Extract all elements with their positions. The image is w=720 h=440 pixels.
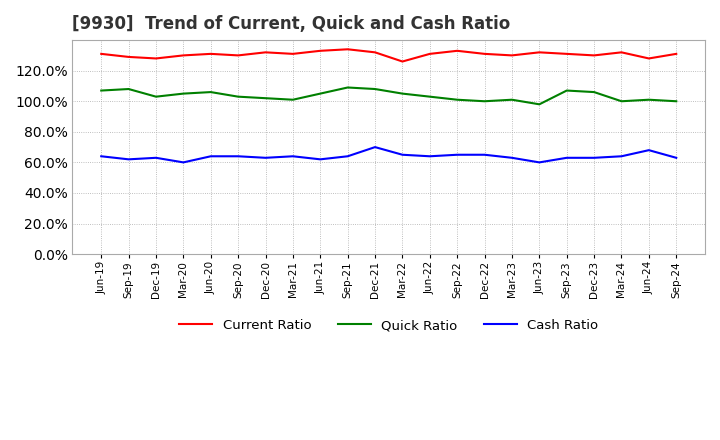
Cash Ratio [617,154,626,159]
Cash Ratio [179,160,188,165]
Current Ratio [453,48,462,53]
Current Ratio [562,51,571,56]
Quick Ratio [453,97,462,103]
Current Ratio [207,51,215,56]
Line: Quick Ratio: Quick Ratio [102,88,676,104]
Cash Ratio [453,152,462,158]
Cash Ratio [152,155,161,161]
Current Ratio [97,51,106,56]
Quick Ratio [234,94,243,99]
Cash Ratio [261,155,270,161]
Cash Ratio [562,155,571,161]
Cash Ratio [426,154,434,159]
Quick Ratio [207,89,215,95]
Current Ratio [672,51,680,56]
Current Ratio [398,59,407,64]
Cash Ratio [644,147,653,153]
Quick Ratio [590,89,598,95]
Cash Ratio [289,154,297,159]
Cash Ratio [234,154,243,159]
Current Ratio [289,51,297,56]
Cash Ratio [398,152,407,158]
Quick Ratio [343,85,352,90]
Cash Ratio [590,155,598,161]
Cash Ratio [207,154,215,159]
Current Ratio [480,51,489,56]
Cash Ratio [316,157,325,162]
Quick Ratio [179,91,188,96]
Quick Ratio [97,88,106,93]
Current Ratio [617,50,626,55]
Quick Ratio [535,102,544,107]
Quick Ratio [125,86,133,92]
Current Ratio [343,47,352,52]
Cash Ratio [480,152,489,158]
Quick Ratio [371,86,379,92]
Quick Ratio [398,91,407,96]
Cash Ratio [97,154,106,159]
Current Ratio [644,56,653,61]
Quick Ratio [617,99,626,104]
Current Ratio [371,50,379,55]
Current Ratio [316,48,325,53]
Cash Ratio [343,154,352,159]
Quick Ratio [152,94,161,99]
Current Ratio [152,56,161,61]
Cash Ratio [371,144,379,150]
Quick Ratio [672,99,680,104]
Quick Ratio [644,97,653,103]
Current Ratio [125,54,133,59]
Current Ratio [179,53,188,58]
Legend: Current Ratio, Quick Ratio, Cash Ratio: Current Ratio, Quick Ratio, Cash Ratio [174,314,604,337]
Quick Ratio [480,99,489,104]
Text: [9930]  Trend of Current, Quick and Cash Ratio: [9930] Trend of Current, Quick and Cash … [73,15,510,33]
Quick Ratio [562,88,571,93]
Current Ratio [261,50,270,55]
Current Ratio [535,50,544,55]
Line: Cash Ratio: Cash Ratio [102,147,676,162]
Line: Current Ratio: Current Ratio [102,49,676,62]
Current Ratio [590,53,598,58]
Quick Ratio [316,91,325,96]
Cash Ratio [535,160,544,165]
Current Ratio [234,53,243,58]
Current Ratio [508,53,516,58]
Quick Ratio [261,95,270,101]
Current Ratio [426,51,434,56]
Cash Ratio [125,157,133,162]
Cash Ratio [672,155,680,161]
Quick Ratio [289,97,297,103]
Quick Ratio [426,94,434,99]
Cash Ratio [508,155,516,161]
Quick Ratio [508,97,516,103]
